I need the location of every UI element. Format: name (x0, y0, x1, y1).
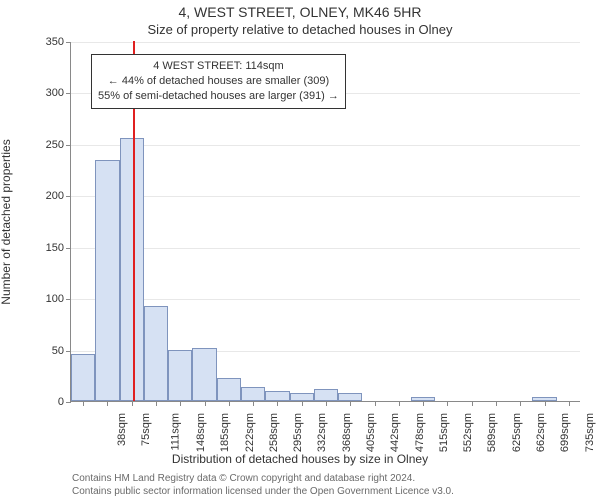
ytick-label: 300 (24, 87, 64, 99)
annotation-line: 4 WEST STREET: 114sqm (98, 59, 339, 74)
xtick-label: 515sqm (438, 413, 450, 452)
ytick-mark (66, 145, 71, 146)
xtick-label: 38sqm (116, 413, 128, 446)
xtick-mark (472, 401, 473, 406)
xtick-label: 75sqm (140, 413, 152, 446)
xtick-mark (423, 401, 424, 406)
xtick-mark (326, 401, 327, 406)
bar (314, 389, 338, 401)
xtick-label: 185sqm (219, 413, 231, 452)
xtick-mark (132, 401, 133, 406)
footer-line-1: Contains HM Land Registry data © Crown c… (72, 473, 415, 484)
xtick-mark (375, 401, 376, 406)
xtick-label: 148sqm (195, 413, 207, 452)
gridline (71, 299, 580, 300)
ytick-mark (66, 402, 71, 403)
bar (120, 138, 144, 401)
footer-line-2: Contains public sector information licen… (72, 486, 454, 497)
xtick-label: 111sqm (169, 413, 181, 451)
xtick-mark (229, 401, 230, 406)
ytick-label: 100 (24, 293, 64, 305)
xtick-label: 222sqm (244, 413, 256, 452)
xtick-label: 662sqm (535, 413, 547, 452)
bar (338, 393, 362, 401)
ytick-label: 200 (24, 190, 64, 202)
xtick-mark (350, 401, 351, 406)
xtick-mark (520, 401, 521, 406)
y-axis-label: Number of detached properties (0, 139, 13, 304)
ytick-mark (66, 351, 71, 352)
annotation-line: 55% of semi-detached houses are larger (… (98, 89, 339, 104)
xtick-label: 332sqm (317, 413, 329, 452)
bar (144, 306, 168, 401)
xtick-label: 625sqm (511, 413, 523, 452)
bar (265, 391, 289, 401)
xtick-mark (205, 401, 206, 406)
xtick-mark (399, 401, 400, 406)
annotation-box: 4 WEST STREET: 114sqm← 44% of detached h… (91, 54, 346, 109)
bar (217, 378, 241, 401)
xtick-label: 589sqm (487, 413, 499, 452)
ytick-label: 0 (24, 396, 64, 408)
ytick-label: 350 (24, 36, 64, 48)
annotation-line: ← 44% of detached houses are smaller (30… (98, 74, 339, 89)
xtick-label: 258sqm (268, 413, 280, 452)
xtick-label: 699sqm (559, 413, 571, 452)
title-sub: Size of property relative to detached ho… (0, 22, 600, 37)
xtick-label: 405sqm (365, 413, 377, 452)
xtick-mark (180, 401, 181, 406)
xtick-mark (302, 401, 303, 406)
xtick-label: 368sqm (341, 413, 353, 452)
xtick-label: 478sqm (414, 413, 426, 452)
ytick-mark (66, 248, 71, 249)
xtick-mark (569, 401, 570, 406)
gridline (71, 248, 580, 249)
chart-frame: 4, WEST STREET, OLNEY, MK46 5HR Size of … (0, 0, 600, 500)
xtick-mark (545, 401, 546, 406)
title-main: 4, WEST STREET, OLNEY, MK46 5HR (0, 4, 600, 20)
ytick-label: 250 (24, 139, 64, 151)
x-axis-label: Distribution of detached houses by size … (0, 452, 600, 466)
ytick-mark (66, 93, 71, 94)
ytick-mark (66, 42, 71, 43)
xtick-mark (253, 401, 254, 406)
xtick-mark (447, 401, 448, 406)
xtick-label: 552sqm (462, 413, 474, 452)
gridline (71, 42, 580, 43)
plot-area: 38sqm75sqm111sqm148sqm185sqm222sqm258sqm… (70, 42, 580, 402)
xtick-label: 735sqm (584, 413, 596, 452)
bar (290, 393, 314, 401)
bar (192, 348, 216, 401)
xtick-label: 442sqm (389, 413, 401, 452)
ytick-label: 150 (24, 242, 64, 254)
bar (168, 350, 192, 401)
ytick-mark (66, 196, 71, 197)
gridline (71, 145, 580, 146)
xtick-mark (496, 401, 497, 406)
bar (71, 354, 95, 401)
xtick-mark (83, 401, 84, 406)
xtick-mark (107, 401, 108, 406)
xtick-mark (156, 401, 157, 406)
xtick-mark (277, 401, 278, 406)
xtick-label: 295sqm (292, 413, 304, 452)
ytick-label: 50 (24, 345, 64, 357)
ytick-mark (66, 299, 71, 300)
gridline (71, 196, 580, 197)
bar (241, 387, 265, 401)
bar (95, 160, 119, 401)
